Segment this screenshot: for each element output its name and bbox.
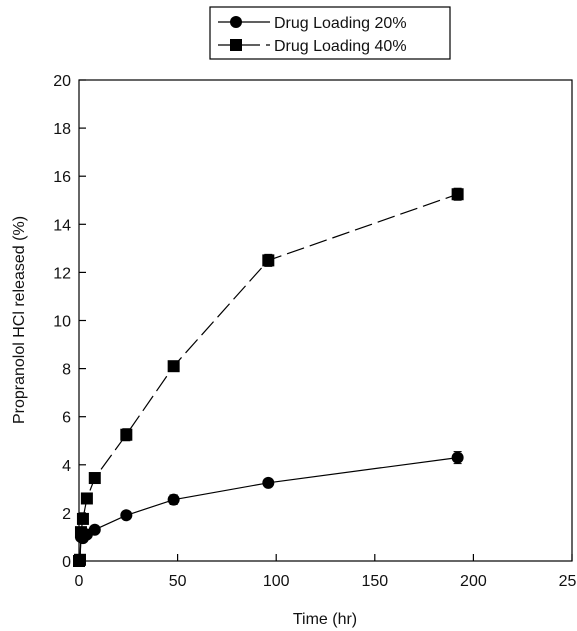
- legend-item-0: Drug Loading 20%: [218, 15, 407, 32]
- y-tick-label-4: 8: [62, 362, 71, 379]
- y-tick-label-9: 18: [53, 121, 71, 138]
- y-tick-label-6: 12: [53, 265, 71, 282]
- y-tick-label-5: 10: [53, 314, 71, 331]
- data-point-1-1: [73, 553, 86, 566]
- data-point-1-7: [167, 360, 180, 373]
- y-axis: 0 2 4 6 8 10 12 14 16 18 20: [53, 73, 86, 571]
- legend-marker-circle: [230, 16, 242, 28]
- data-point-1-3: [76, 512, 89, 525]
- legend-item-1: Drug Loading 40%: [218, 38, 407, 55]
- data-point-1-6: [120, 428, 133, 441]
- y-tick-label-2: 4: [62, 458, 71, 475]
- x-tick-label-2: 100: [263, 573, 290, 590]
- y-tick-label-1: 2: [62, 506, 71, 523]
- y-tick-label-10: 20: [53, 73, 71, 90]
- data-point-1-9: [451, 188, 464, 201]
- y-axis-title: Propranolol HCl released (%): [11, 216, 28, 424]
- data-point-1-2: [74, 526, 87, 539]
- legend: Drug Loading 20% Drug Loading 40%: [209, 6, 451, 60]
- x-tick-label-0: 0: [75, 573, 84, 590]
- legend-marker-square: [230, 39, 242, 51]
- legend-label-0: Drug Loading 20%: [274, 15, 407, 32]
- data-point-1-4: [80, 492, 93, 505]
- series-layer: [73, 187, 464, 567]
- x-tick-label-5: 250: [559, 573, 577, 590]
- data-point-0-7: [167, 493, 180, 506]
- data-point-0-9: [451, 451, 464, 464]
- legend-box: [209, 6, 451, 60]
- data-point-0-5: [88, 523, 101, 536]
- series-line-1: [78, 193, 458, 562]
- series-1: [73, 187, 464, 567]
- data-point-0-6: [120, 509, 133, 522]
- data-point-1-5: [88, 472, 101, 485]
- x-axis: 0 50 100 150 200 250: [75, 554, 577, 590]
- x-tick-label-1: 50: [169, 573, 187, 590]
- data-point-0-8: [262, 476, 275, 489]
- x-tick-label-3: 150: [361, 573, 388, 590]
- x-tick-label-4: 200: [460, 573, 487, 590]
- x-axis-title: Time (hr): [293, 611, 357, 628]
- y-tick-label-3: 6: [62, 410, 71, 427]
- y-tick-label-7: 14: [53, 217, 71, 234]
- y-tick-label-8: 16: [53, 169, 71, 186]
- data-point-1-8: [262, 254, 275, 267]
- y-tick-label-0: 0: [62, 554, 71, 571]
- legend-label-1: Drug Loading 40%: [274, 38, 407, 55]
